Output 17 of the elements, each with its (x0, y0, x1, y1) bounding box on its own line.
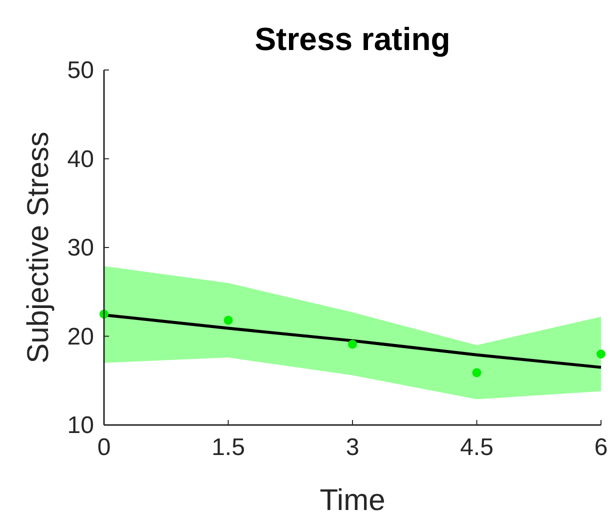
point (596, 350, 606, 358)
x-axis-title: Time (320, 484, 386, 517)
x-tick-label: 1.5 (212, 434, 245, 461)
y-tick-label: 50 (67, 57, 94, 84)
x-tick-label: 0 (97, 434, 111, 461)
point (472, 368, 482, 378)
y-tick-label: 10 (67, 412, 94, 439)
x-tick-label: 4.5 (460, 434, 494, 461)
y-tick-label: 30 (67, 234, 94, 262)
x-tick-label: 3 (346, 434, 360, 461)
point (224, 316, 233, 325)
y-tick-label: 20 (67, 323, 94, 350)
x-tick-label: 6 (594, 434, 608, 461)
y-tick-label: 40 (67, 146, 94, 173)
y-axis-title: Subjective Stress (22, 132, 55, 364)
point (348, 340, 357, 349)
chart-title: Stress rating (254, 21, 450, 57)
